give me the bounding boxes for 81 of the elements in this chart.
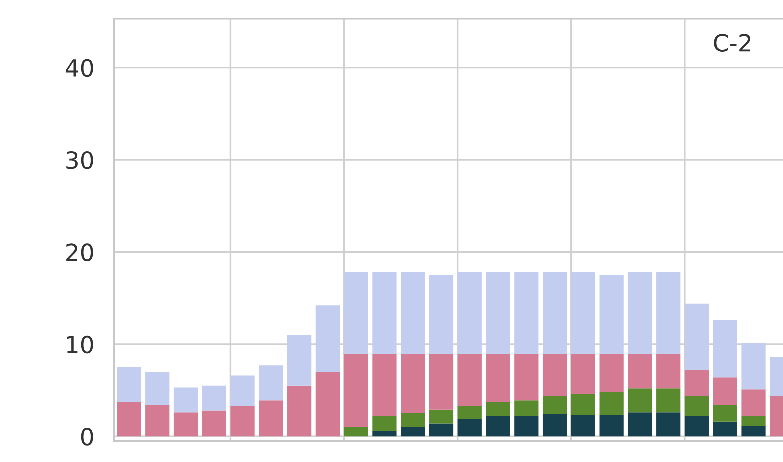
bar <box>600 275 624 355</box>
bar <box>429 275 454 355</box>
bar <box>656 354 681 389</box>
bar <box>429 354 454 410</box>
bar <box>486 416 510 437</box>
bar <box>401 272 426 355</box>
bar <box>486 402 510 416</box>
bar <box>600 392 624 416</box>
bar <box>656 412 681 437</box>
bar <box>713 422 738 437</box>
bar <box>742 426 766 437</box>
bar <box>486 354 510 402</box>
bar <box>230 406 255 437</box>
bar <box>117 402 142 437</box>
bar <box>146 405 170 437</box>
bar <box>344 354 368 428</box>
bar <box>514 400 539 416</box>
bar <box>429 410 454 424</box>
bar <box>656 388 681 413</box>
bar <box>514 354 539 401</box>
bar <box>656 272 681 355</box>
bar <box>316 372 340 437</box>
bar <box>202 386 226 411</box>
bar <box>372 272 397 355</box>
bar <box>628 354 652 389</box>
bar <box>742 416 766 426</box>
bar <box>571 415 596 437</box>
bar <box>628 388 652 413</box>
bar <box>429 424 454 437</box>
bar <box>514 416 539 437</box>
bar <box>713 378 738 406</box>
bar <box>684 416 710 437</box>
bar <box>713 405 738 422</box>
bar <box>458 272 482 355</box>
bar <box>486 272 510 355</box>
bar <box>401 427 426 437</box>
bar <box>628 412 652 437</box>
bar <box>458 354 482 406</box>
annotation: C-2 <box>714 34 751 52</box>
bar <box>372 354 397 416</box>
bar <box>742 343 766 390</box>
bar <box>742 390 766 416</box>
y-tick-label: 0 <box>81 428 94 446</box>
bar <box>287 335 312 386</box>
bar <box>259 366 284 401</box>
bar <box>372 431 397 437</box>
bar <box>401 414 426 428</box>
bar <box>571 394 596 416</box>
bar <box>372 416 397 432</box>
bar <box>571 354 596 394</box>
bar <box>684 396 710 416</box>
y-tick-label: 30 <box>66 151 94 170</box>
bar <box>259 400 284 437</box>
y-tick-label: 40 <box>66 59 94 78</box>
bar <box>230 376 255 406</box>
bar <box>202 410 226 437</box>
bar <box>287 386 312 437</box>
bar <box>542 354 568 396</box>
bar <box>542 414 568 437</box>
bar <box>458 419 482 437</box>
bar <box>542 272 568 355</box>
bar <box>458 406 482 420</box>
bar <box>401 354 426 414</box>
bar <box>600 354 624 392</box>
y-tick-label: 20 <box>66 244 94 262</box>
bar <box>146 372 170 406</box>
bar <box>117 367 142 402</box>
y-tick-label: 10 <box>67 336 94 354</box>
bar <box>542 396 568 414</box>
bar <box>344 272 368 355</box>
bar <box>174 412 198 437</box>
bar <box>684 304 710 370</box>
bar <box>514 272 539 355</box>
bar <box>713 320 738 378</box>
bar <box>600 415 624 437</box>
bar <box>628 272 652 355</box>
bar <box>174 388 198 413</box>
bar <box>684 370 710 396</box>
bar <box>316 306 340 372</box>
bar <box>571 272 596 355</box>
bar <box>344 427 368 437</box>
